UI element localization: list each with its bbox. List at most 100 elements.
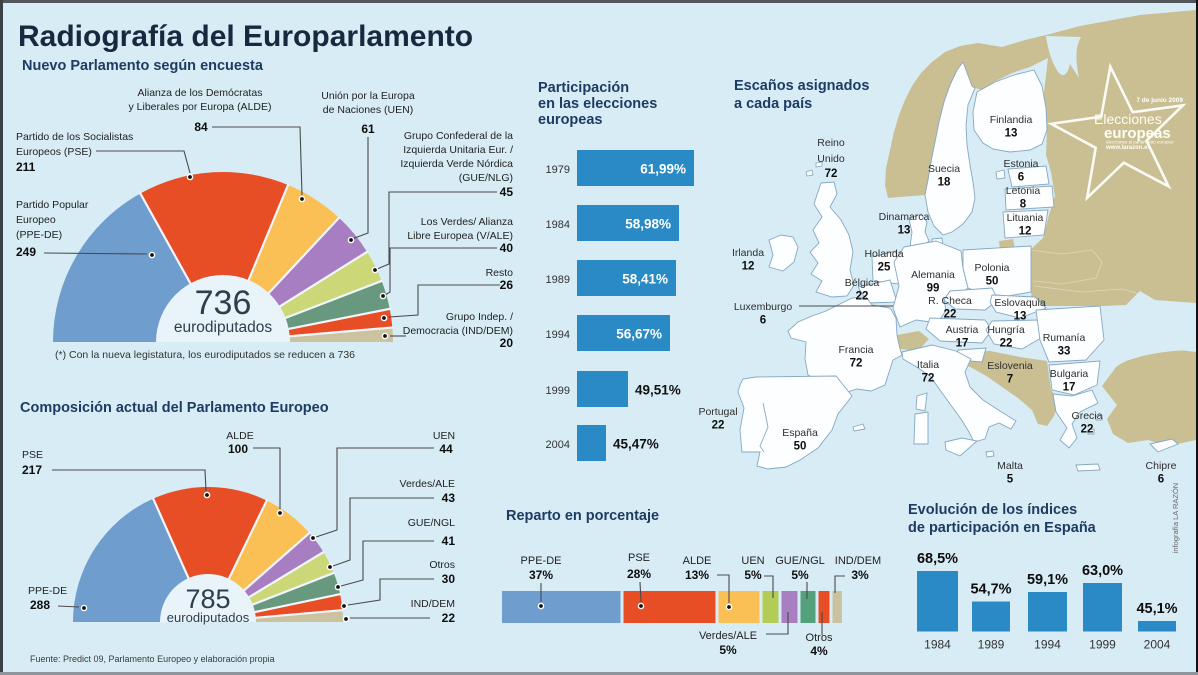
svg-text:1994: 1994 (1034, 638, 1061, 652)
svg-text:61: 61 (361, 122, 375, 136)
svg-text:211: 211 (16, 160, 36, 174)
svg-text:Grecia: Grecia (1072, 410, 1103, 422)
svg-text:249: 249 (16, 245, 36, 259)
svg-text:España: España (782, 427, 818, 439)
svg-text:Irlanda: Irlanda (732, 247, 764, 259)
svg-text:Partido Popular: Partido Popular (16, 199, 89, 211)
svg-text:100: 100 (228, 442, 248, 456)
svg-text:Eslovaquia: Eslovaquia (994, 297, 1046, 309)
svg-text:17: 17 (956, 338, 969, 350)
svg-text:8: 8 (1020, 199, 1027, 211)
svg-text:68,5%: 68,5% (917, 551, 958, 567)
svg-text:22: 22 (856, 291, 869, 303)
svg-text:12: 12 (1019, 226, 1032, 238)
svg-text:(GUE/NLG): (GUE/NLG) (459, 172, 513, 184)
svg-text:Dinamarca: Dinamarca (879, 211, 930, 223)
svg-text:UEN: UEN (433, 430, 455, 442)
svg-text:72: 72 (825, 168, 838, 180)
svg-text:5: 5 (1007, 474, 1014, 486)
svg-text:7 de junio 2009: 7 de junio 2009 (1136, 97, 1183, 104)
svg-text:Luxemburgo: Luxemburgo (734, 301, 793, 313)
svg-text:Nuevo Parlamento según encuest: Nuevo Parlamento según encuesta (22, 58, 264, 74)
svg-text:45: 45 (500, 185, 514, 199)
svg-text:Italia: Italia (917, 359, 939, 371)
svg-text:Europeo: Europeo (16, 214, 56, 226)
svg-text:elecciones al parlamento europ: elecciones al parlamento europeo (1106, 140, 1174, 145)
svg-text:1979: 1979 (546, 164, 570, 176)
svg-text:europeas: europeas (1104, 125, 1171, 142)
svg-text:infografía LA RAZÓN: infografía LA RAZÓN (1171, 483, 1180, 553)
svg-text:18: 18 (938, 177, 951, 189)
svg-text:Alianza de los Demócratas: Alianza de los Demócratas (138, 87, 263, 99)
svg-text:41: 41 (442, 534, 456, 548)
svg-text:13: 13 (1005, 128, 1018, 140)
svg-text:Libre Europea (V/ALE): Libre Europea (V/ALE) (407, 230, 513, 242)
svg-text:UEN: UEN (741, 555, 764, 567)
svg-text:45,1%: 45,1% (1136, 601, 1177, 617)
svg-text:Unido: Unido (817, 153, 845, 165)
svg-text:736: 736 (195, 284, 252, 322)
svg-text:Resto: Resto (486, 267, 514, 279)
svg-text:IND/DEM: IND/DEM (835, 555, 881, 567)
svg-text:Bélgica: Bélgica (845, 277, 880, 289)
svg-text:25: 25 (878, 262, 891, 274)
svg-text:33: 33 (1058, 346, 1071, 358)
svg-text:Eslovenia: Eslovenia (987, 360, 1033, 372)
svg-text:22: 22 (1081, 424, 1094, 436)
svg-text:Holanda: Holanda (864, 248, 903, 260)
svg-text:Escaños asignados: Escaños asignados (734, 78, 869, 94)
svg-text:Portugal: Portugal (698, 406, 737, 418)
svg-text:99: 99 (927, 283, 940, 295)
svg-text:1999: 1999 (546, 385, 570, 397)
svg-text:1984: 1984 (924, 638, 951, 652)
svg-text:Francia: Francia (838, 344, 873, 356)
svg-text:Radiografía del Europarlamento: Radiografía del Europarlamento (18, 20, 473, 53)
svg-text:63,0%: 63,0% (1082, 563, 1123, 579)
svg-text:Finlandia: Finlandia (990, 114, 1033, 126)
svg-text:44: 44 (439, 442, 453, 456)
svg-text:22: 22 (712, 420, 725, 432)
svg-text:49,51%: 49,51% (635, 383, 681, 398)
svg-text:(PPE-DE): (PPE-DE) (16, 229, 62, 241)
svg-text:61,99%: 61,99% (640, 162, 686, 177)
svg-text:Grupo Confederal de la: Grupo Confederal de la (404, 130, 513, 142)
svg-text:288: 288 (30, 598, 50, 612)
svg-text:28%: 28% (627, 567, 651, 581)
svg-text:40: 40 (500, 241, 514, 255)
svg-text:26: 26 (500, 278, 514, 292)
svg-text:1984: 1984 (546, 219, 570, 231)
svg-text:217: 217 (22, 463, 42, 477)
svg-text:GUE/NGL: GUE/NGL (775, 555, 825, 567)
svg-text:Alemania: Alemania (911, 269, 955, 281)
svg-text:PSE: PSE (22, 449, 43, 461)
svg-text:ALDE: ALDE (226, 430, 253, 442)
svg-text:54,7%: 54,7% (970, 582, 1011, 598)
svg-text:50: 50 (794, 441, 807, 453)
svg-text:PPE-DE: PPE-DE (521, 555, 562, 567)
svg-text:Malta: Malta (997, 460, 1023, 472)
svg-text:Letonia: Letonia (1006, 185, 1041, 197)
svg-text:ALDE: ALDE (683, 555, 712, 567)
svg-text:1989: 1989 (546, 274, 570, 286)
svg-text:Lituania: Lituania (1007, 212, 1044, 224)
svg-text:IND/DEM: IND/DEM (411, 598, 455, 610)
svg-text:2004: 2004 (546, 439, 570, 451)
svg-text:Izquierda Verde Nórdica: Izquierda Verde Nórdica (400, 158, 513, 170)
svg-text:R. Checa: R. Checa (928, 295, 972, 307)
svg-text:Polonia: Polonia (974, 262, 1009, 274)
svg-text:1999: 1999 (1089, 638, 1116, 652)
svg-text:Fuente: Predict 09, Parlamento: Fuente: Predict 09, Parlamento Europeo y… (30, 654, 275, 664)
svg-text:84: 84 (194, 120, 208, 134)
svg-text:22: 22 (1000, 338, 1013, 350)
svg-text:Participación: Participación (538, 80, 629, 96)
svg-text:Chipre: Chipre (1146, 460, 1177, 472)
svg-text:59,1%: 59,1% (1027, 572, 1068, 588)
svg-text:56,67%: 56,67% (616, 327, 662, 342)
svg-text:1994: 1994 (546, 329, 570, 341)
svg-text:Composición actual del Parlame: Composición actual del Parlamento Europe… (20, 400, 329, 416)
svg-text:de Naciones (UEN): de Naciones (UEN) (323, 104, 413, 116)
svg-text:Otros: Otros (806, 632, 833, 644)
svg-text:13: 13 (1014, 311, 1027, 323)
svg-text:Democracia (IND/DEM): Democracia (IND/DEM) (403, 325, 513, 337)
svg-text:50: 50 (986, 276, 999, 288)
